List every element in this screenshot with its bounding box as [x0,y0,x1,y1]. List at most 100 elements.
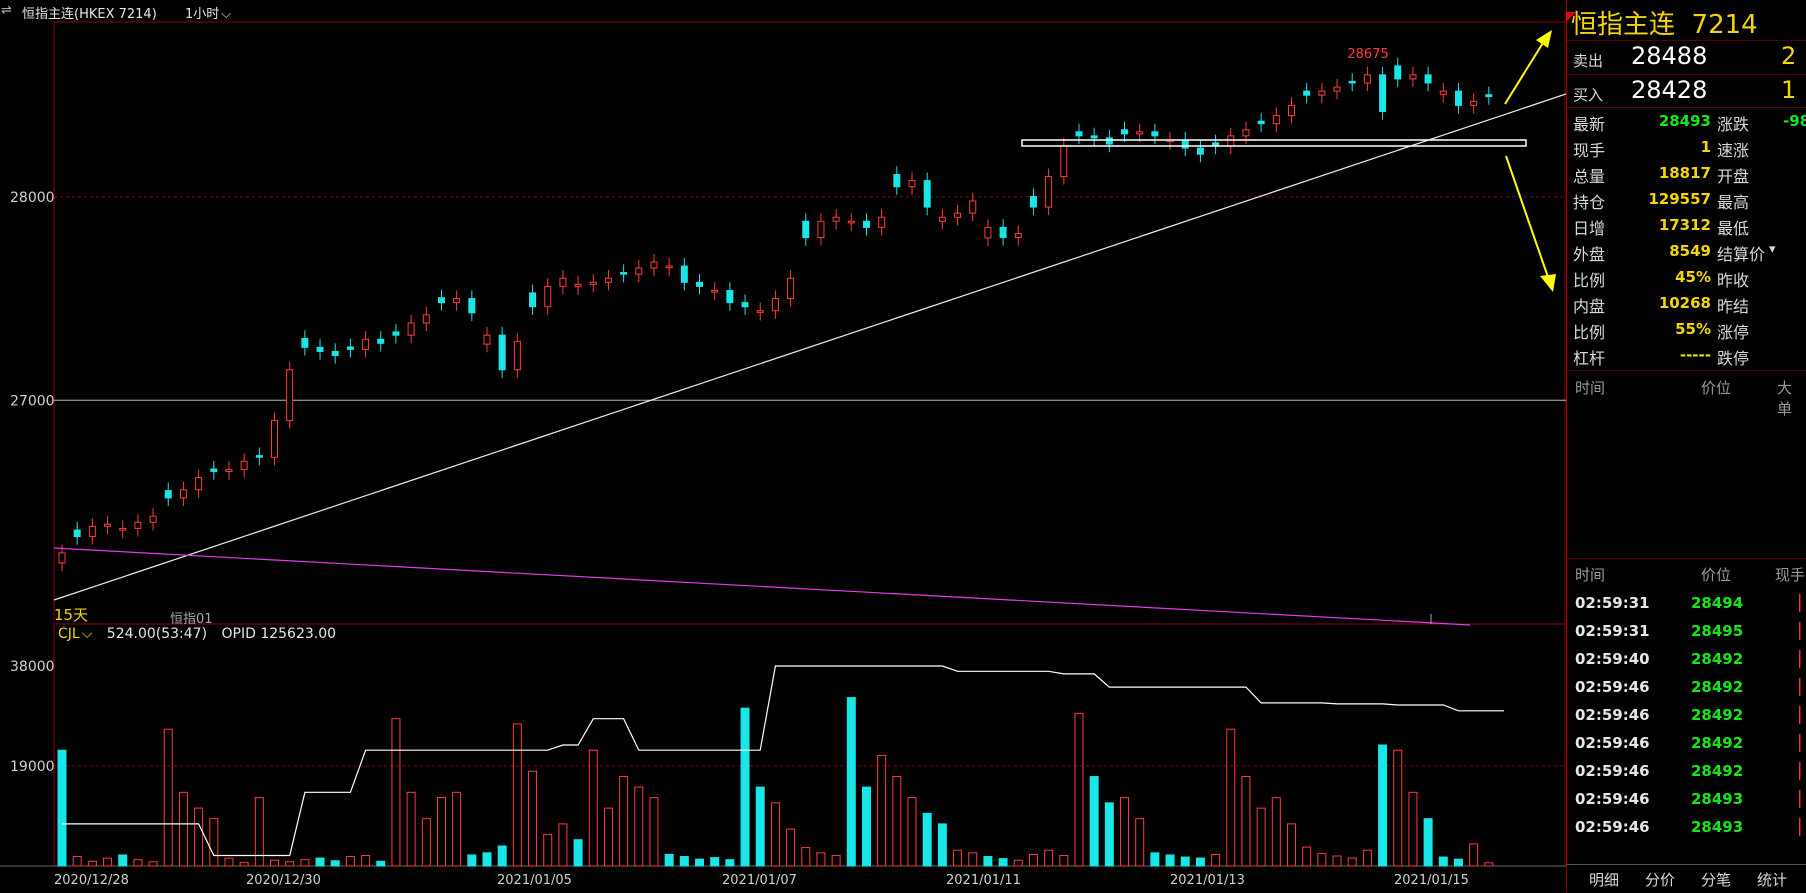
volume-bar [937,823,947,867]
candle-body [240,460,248,470]
volume-bar [482,852,492,867]
volume-bar [361,854,371,867]
candle-body [1014,232,1022,239]
candle-body [665,265,673,269]
trade-row: 02:59:46 28492 ▏ [1571,674,1806,702]
symbol-label: 恒指主连(HKEX 7214) [22,7,157,22]
trade-time: 02:59:46 [1575,790,1650,808]
tab-detail[interactable]: 明细 [1589,871,1620,889]
indicator-label: CJL [58,626,80,642]
volume-bar [1044,849,1054,867]
candle-body [923,180,931,208]
candle-body [1333,86,1341,92]
trade-row: 02:59:31 28494 ▏ [1571,590,1806,618]
volume-bar [57,749,67,867]
volume-bar [209,818,219,867]
trade-price: 28492 [1691,650,1744,668]
volume-pane-frame [53,623,1566,867]
ask-row: 卖出 28488 2 [1573,42,1797,70]
volume-bar [178,791,188,867]
trade-price: 28495 [1691,622,1744,640]
quote-label: 内盘 [1573,297,1606,316]
volume-bar [239,861,249,867]
volume-bar [512,723,522,867]
volume-bar [1347,857,1357,867]
volume-bar [922,812,932,867]
opid-line [62,665,1504,857]
tab-stats[interactable]: 统计 [1757,871,1788,889]
volume-bar [998,858,1008,867]
candle-body [969,200,977,214]
volume-bar [1180,856,1190,867]
trade-hand-mark: ▏ [1799,734,1806,752]
volume-bar [1028,853,1038,867]
volume-bar [254,797,264,867]
quote-value: 28493 [1658,112,1711,130]
volume-bar [892,776,902,867]
trade-price: 28493 [1691,818,1744,836]
candle-body [741,302,749,308]
volume-bar [831,854,841,867]
volume-bar [543,833,553,867]
volume-bar [983,856,993,867]
quote-label: 日增 [1573,219,1606,238]
volume-bar [649,797,659,867]
chevron-down-icon[interactable]: ▾ [1769,242,1776,257]
candle-body [1227,135,1235,147]
volume-bar [953,849,963,867]
trade-hand-mark: ▏ [1799,622,1806,640]
swap-icon[interactable]: ⇌ [1,3,12,18]
candle-body [1409,74,1417,80]
volume-bar [1393,749,1403,867]
trade-row: 02:59:46 28493 ▏ [1571,786,1806,814]
x-axis-label: 2021/01/07 [722,873,797,888]
volume-bar [1104,802,1114,867]
candle-body [1257,120,1265,125]
volume-bar [1226,728,1236,867]
volume-bar [1271,797,1281,867]
candle-body [88,525,96,538]
period-selector[interactable]: 1小时 ⌵ [185,3,231,22]
range-label: 15天 [54,606,89,624]
volume-bar [861,786,871,867]
trade-price: 28492 [1691,678,1744,696]
volume-bar [194,807,204,867]
x-axis-label: 2021/01/05 [497,873,572,888]
support-trendline [53,93,1566,601]
quote-label-2: 最高 [1717,193,1750,212]
chart-area[interactable]: 28000 27000 38000 19000 28675 2020/12/28 20… [0,0,1566,892]
candle-body [316,346,324,352]
tab-tick[interactable]: 分笔 [1701,871,1732,889]
volume-bar [846,697,856,867]
candle-body [1439,90,1447,95]
trade-row: 02:59:31 28495 ▏ [1571,618,1806,646]
candle-body [1424,74,1432,84]
quote-value: 18817 [1658,164,1711,182]
volume-bar [1408,791,1418,867]
big-col-price: 价位 [1701,379,1732,397]
volume-bar [1165,854,1175,867]
price-tick-label: 27000 [10,393,55,409]
candle-body [1470,100,1478,106]
indicator-selector[interactable]: CJL ⌵ [58,626,92,642]
candle-body [286,369,294,422]
trade-time: 02:59:46 [1575,678,1650,696]
volume-bar [72,856,82,867]
quote-value: 45% [1675,268,1711,286]
quote-value: 55% [1675,320,1711,338]
trade-time: 02:59:40 [1575,650,1650,668]
quote-label-2: 涨跌 [1717,115,1750,134]
quote-label: 现手 [1573,141,1606,160]
candle-body [604,277,612,283]
quote-label-2: 涨停 [1717,323,1750,342]
tab-price[interactable]: 分价 [1645,871,1676,889]
candle-body [134,521,142,529]
quote-row: 最新 28493 涨跌 -98 [1571,108,1806,134]
candle-body [1485,94,1493,98]
volume-bar [330,860,340,867]
candle-body [1121,129,1129,135]
quote-label-2: 开盘 [1717,167,1750,186]
trade-price: 28494 [1691,594,1744,612]
volume-bar [1362,849,1372,867]
quote-label-2: 昨结 [1717,297,1750,316]
